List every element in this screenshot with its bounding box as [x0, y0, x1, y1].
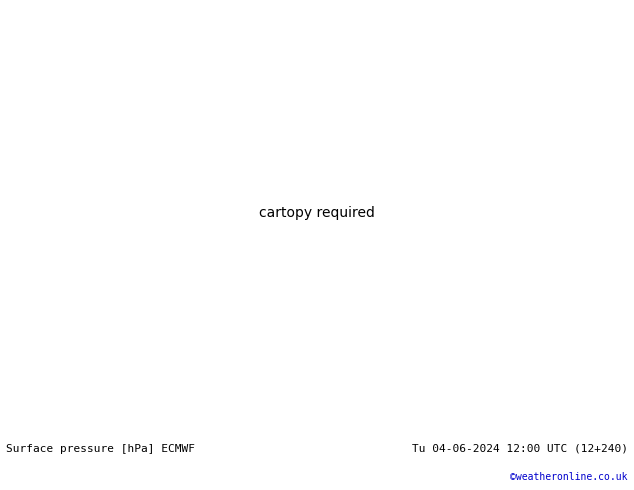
Text: cartopy required: cartopy required: [259, 206, 375, 220]
Text: Tu 04-06-2024 12:00 UTC (12+240): Tu 04-06-2024 12:00 UTC (12+240): [411, 443, 628, 454]
Text: Surface pressure [hPa] ECMWF: Surface pressure [hPa] ECMWF: [6, 443, 195, 454]
Text: ©weatheronline.co.uk: ©weatheronline.co.uk: [510, 472, 628, 482]
